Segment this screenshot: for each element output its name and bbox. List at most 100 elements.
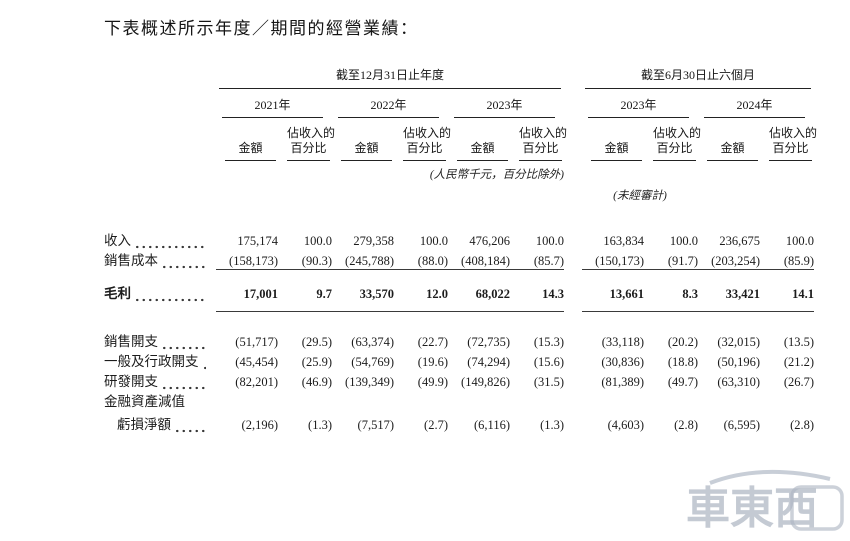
cell-value: (2.8)	[674, 418, 699, 432]
amount-header: 金額	[332, 118, 394, 161]
cell-value: 100.0	[669, 234, 699, 248]
table-row: 虧損淨額 (2,196) (1.3) (7,517) (2.7) (6,116) (1.3)…	[104, 410, 814, 433]
cell-value: (85.9)	[760, 249, 815, 270]
amount-header: 金額	[582, 118, 644, 161]
cell-value: (6,116)	[474, 418, 510, 432]
col-group-header-annual: 截至12月31日止年度	[216, 63, 564, 89]
dot-leader	[161, 378, 206, 390]
watermark-frame	[790, 485, 844, 531]
cell-value: (149,826)	[461, 375, 510, 389]
cell-value: (30,836)	[601, 355, 645, 369]
year-header-2023: 2023年	[448, 89, 564, 118]
cell-value: (45,454)	[235, 355, 278, 369]
year-header-2022: 2022年	[332, 89, 448, 118]
cell-value: 8.3	[644, 269, 699, 312]
dot-leader	[174, 421, 206, 433]
row-label-text: 虧損淨額	[117, 417, 171, 432]
column-gap	[564, 63, 582, 89]
column-gap	[564, 390, 582, 410]
label-col-spacer	[104, 89, 216, 118]
empty-cell	[216, 182, 564, 203]
cell-value: (15.6)	[533, 355, 565, 369]
table-body: 收入 175,174 100.0 279,358 100.0 476,206 100.0 16…	[104, 229, 815, 433]
table-row: 研發開支 (82,201) (46.9) (139,349) (49.9) (149,82…	[104, 370, 814, 390]
watermark-text: 車東西	[686, 484, 818, 533]
cell-value	[278, 390, 332, 410]
spacer-row	[104, 203, 814, 229]
cell-value	[394, 390, 448, 410]
operating-results-table: 截至12月31日止年度 截至6月30日止六個月 2021年 2022年 2023…	[104, 63, 817, 433]
label-col-spacer	[104, 182, 216, 203]
label-col-spacer	[104, 63, 216, 89]
subheader-row: 金額 佔收入的 百分比 金額 佔收入的 百分比 金額 佔收入的 百分比 金額 佔收入的…	[104, 118, 817, 161]
cell-value	[698, 390, 760, 410]
cell-value: (90.3)	[278, 249, 332, 270]
cell-value: (74,294)	[467, 355, 510, 369]
row-label: 金融資產減值	[104, 390, 216, 410]
cell-value: (81,389)	[601, 375, 645, 389]
col-group-header-label: 截至6月30日止六個月	[585, 63, 812, 89]
watermark-arc	[709, 469, 831, 485]
cell-value: 100.0	[535, 234, 565, 248]
cell-value: 279,358	[353, 234, 394, 248]
cell-value: (408,184)	[448, 249, 510, 270]
cell-value: (4,603)	[607, 418, 645, 432]
cell-value	[644, 390, 698, 410]
cell-value: (88.0)	[394, 249, 448, 270]
cell-value: (150,173)	[582, 249, 645, 270]
cell-value: 14.3	[510, 269, 565, 312]
pct-header: 佔收入的 百分比	[394, 118, 451, 161]
row-label: 銷售成本	[104, 249, 216, 269]
unaudited-note: (未經審計)	[613, 190, 667, 202]
label-col-spacer	[104, 118, 216, 161]
row-label: 研發開支	[104, 370, 216, 390]
cell-value: (82,201)	[235, 375, 278, 389]
cell-value: (7,517)	[357, 418, 394, 432]
cell-value	[332, 390, 394, 410]
pct-header: 佔收入的 百分比	[510, 118, 567, 161]
cell-value: (63,310)	[717, 375, 761, 389]
cell-value: (2.7)	[424, 418, 448, 432]
table-row: 毛利 17,001 9.7 33,570 12.0 68,022 14.3 13,661 8.3…	[104, 269, 815, 312]
page-title: 下表概述所示年度／期間的經營業績：	[104, 19, 419, 38]
cell-value: 68,022	[448, 269, 510, 312]
watermark-logo: 車東西	[686, 469, 844, 533]
dot-leader	[161, 257, 206, 269]
cell-value: (49.9)	[417, 375, 448, 389]
cell-value: (15.3)	[533, 335, 565, 349]
label-col-spacer	[104, 161, 216, 182]
dot-leader	[201, 358, 206, 370]
year-header-2021: 2021年	[216, 89, 332, 118]
units-note-row: (人民幣千元，百分比除外)	[104, 161, 814, 182]
pct-header: 佔收入的 百分比	[760, 118, 817, 161]
cell-value: 9.7	[278, 269, 332, 312]
cell-value: (20.2)	[667, 335, 699, 349]
row-label-text: 毛利	[104, 286, 131, 301]
cell-value: (32,015)	[717, 335, 761, 349]
cell-value: (51,717)	[235, 335, 278, 349]
row-label: 毛利	[104, 269, 216, 311]
cell-value: 14.1	[760, 269, 815, 312]
cell-value: (26.7)	[783, 375, 815, 389]
cell-value: (63,374)	[351, 335, 394, 349]
column-gap	[564, 269, 582, 311]
cell-value: (6,595)	[723, 418, 761, 432]
column-gap	[564, 311, 582, 350]
cell-value: (245,788)	[332, 249, 394, 270]
year-header-row: 2021年 2022年 2023年 2023年 2024年	[104, 89, 814, 118]
dot-leader	[161, 338, 206, 350]
row-label-text: 銷售成本	[104, 253, 158, 268]
amount-header: 金額	[216, 118, 278, 161]
row-label-text: 銷售開支	[104, 334, 158, 349]
cell-value	[582, 390, 644, 410]
column-gap	[564, 182, 582, 203]
column-gap	[564, 410, 582, 433]
empty-cell	[582, 161, 814, 182]
cell-value	[448, 390, 510, 410]
cell-value: (2.8)	[790, 418, 815, 432]
cell-value: (139,349)	[345, 375, 394, 389]
row-label: 收入	[104, 229, 216, 249]
amount-header: 金額	[448, 118, 510, 161]
column-gap	[564, 229, 582, 249]
